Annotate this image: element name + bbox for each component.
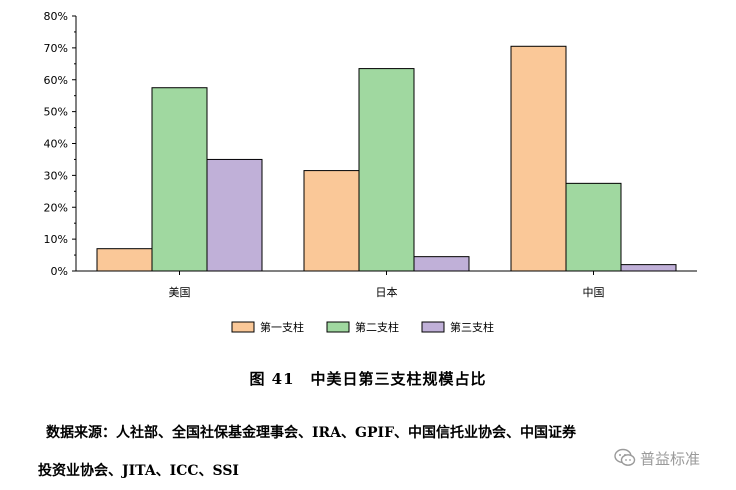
- bar-日本-第二支柱: [358, 68, 415, 272]
- legend-swatch: [326, 321, 350, 333]
- source-line-1: 数据来源：人社部、全国社保基金理事会、IRA、GPIF、中国信托业协会、中国证券: [46, 425, 577, 441]
- x-tick-label: 日本: [376, 285, 398, 299]
- source-line-2: 投资业协会、JITA、ICC、SSI: [38, 463, 239, 479]
- legend-label: 第三支柱: [450, 320, 494, 334]
- y-tick-label: 70%: [44, 42, 68, 55]
- y-tick-label: 60%: [44, 74, 68, 87]
- watermark-text: 普益标准: [640, 449, 701, 468]
- y-tick-label: 10%: [44, 233, 68, 246]
- bar-日本-第一支柱: [303, 170, 360, 272]
- bar-中国-第二支柱: [565, 182, 622, 272]
- legend: 第一支柱 第二支柱 第三支柱: [231, 320, 494, 334]
- bar-中国-第三支柱: [620, 264, 677, 272]
- x-tick-label: 中国: [583, 286, 605, 299]
- legend-label: 第二支柱: [355, 320, 399, 334]
- x-tick-label: 美国: [169, 286, 191, 299]
- y-tick-label: 40%: [44, 138, 68, 151]
- y-tick-label: 50%: [44, 106, 68, 119]
- y-tick-label: 30%: [44, 169, 68, 182]
- bars-layer: [96, 45, 677, 272]
- bar-美国-第一支柱: [96, 248, 153, 272]
- legend-swatch: [231, 321, 255, 333]
- bar-日本-第三支柱: [413, 256, 470, 272]
- figure-caption: 图 41 中美日第三支柱规模占比: [249, 370, 487, 388]
- y-tick-label: 80%: [44, 10, 68, 23]
- wechat-icon: [614, 448, 636, 466]
- bar-中国-第一支柱: [510, 45, 567, 272]
- legend-swatch: [421, 321, 445, 333]
- bar-美国-第二支柱: [151, 87, 208, 272]
- bar-美国-第三支柱: [206, 158, 263, 272]
- axes-layer: 美国 日本 中国 0% 10% 20% 30% 40% 50% 60% 70% 80%: [44, 10, 697, 299]
- y-tick-label: 0%: [51, 265, 68, 278]
- y-tick-label: 20%: [44, 201, 68, 214]
- bar-chart: 美国 日本 中国 0% 10% 20% 30% 40% 50% 60% 70% 80% 第一支柱 第二支…: [44, 10, 697, 334]
- legend-label: 第一支柱: [260, 320, 304, 334]
- data-source: 数据来源：人社部、全国社保基金理事会、IRA、GPIF、中国信托业协会、中国证券…: [38, 414, 736, 490]
- watermark: 普益标准: [614, 446, 700, 470]
